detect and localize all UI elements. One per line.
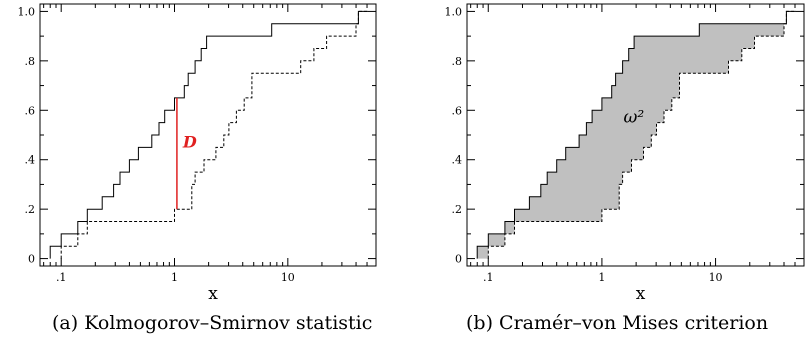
ks-d-label: D — [182, 133, 197, 152]
ks-y-tick-label: 1.0 — [18, 5, 36, 18]
cvm-ecdf-dashed-line — [487, 10, 796, 259]
cvm-shaded-area — [477, 11, 789, 259]
ks-x-tick-label: 1 — [171, 271, 178, 284]
cvm-ecdf-solid-line — [476, 10, 796, 259]
ks-ecdf-dashed-line — [60, 10, 368, 259]
cvm-y-tick-label: .2 — [452, 203, 463, 216]
caption-cvm: (b) Cramér–von Mises criterion — [466, 312, 769, 334]
ks-x-axis-label: x — [208, 284, 218, 304]
ks-x-tick-label: .1 — [56, 271, 67, 284]
ks-y-tick-label: .8 — [25, 55, 36, 68]
cvm-x-tick-label: .1 — [483, 271, 494, 284]
cvm-y-tick-label: .6 — [452, 104, 463, 117]
ks-y-tick-label: .2 — [25, 203, 36, 216]
cvm-y-tick-label: 0 — [455, 253, 462, 266]
cvm-panel: 0 .2 .4 .6 .8 1.0 .1 1 10 x ω² — [445, 3, 805, 304]
cvm-y-tick-label: 1.0 — [445, 5, 463, 18]
cvm-omega-label: ω² — [624, 108, 645, 128]
ks-ecdf-solid-line — [49, 10, 368, 259]
ks-y-tick-label: .4 — [25, 154, 36, 167]
cvm-y-tick-label: .8 — [452, 55, 463, 68]
cvm-x-tick-label: 1 — [598, 271, 605, 284]
ks-panel: 0 .2 .4 .6 .8 1.0 .1 1 10 x D — [18, 3, 377, 304]
cvm-y-tick-label: .4 — [452, 154, 463, 167]
ks-plot-frame — [39, 3, 377, 267]
cvm-x-axis-label: x — [636, 284, 646, 304]
cvm-x-tick-label: 10 — [709, 271, 723, 284]
caption-ks: (a) Kolmogorov–Smirnov statistic — [52, 312, 373, 334]
ks-y-tick-label: .6 — [25, 104, 36, 117]
ks-x-tick-label: 10 — [281, 271, 295, 284]
ks-y-tick-label: 0 — [28, 253, 35, 266]
